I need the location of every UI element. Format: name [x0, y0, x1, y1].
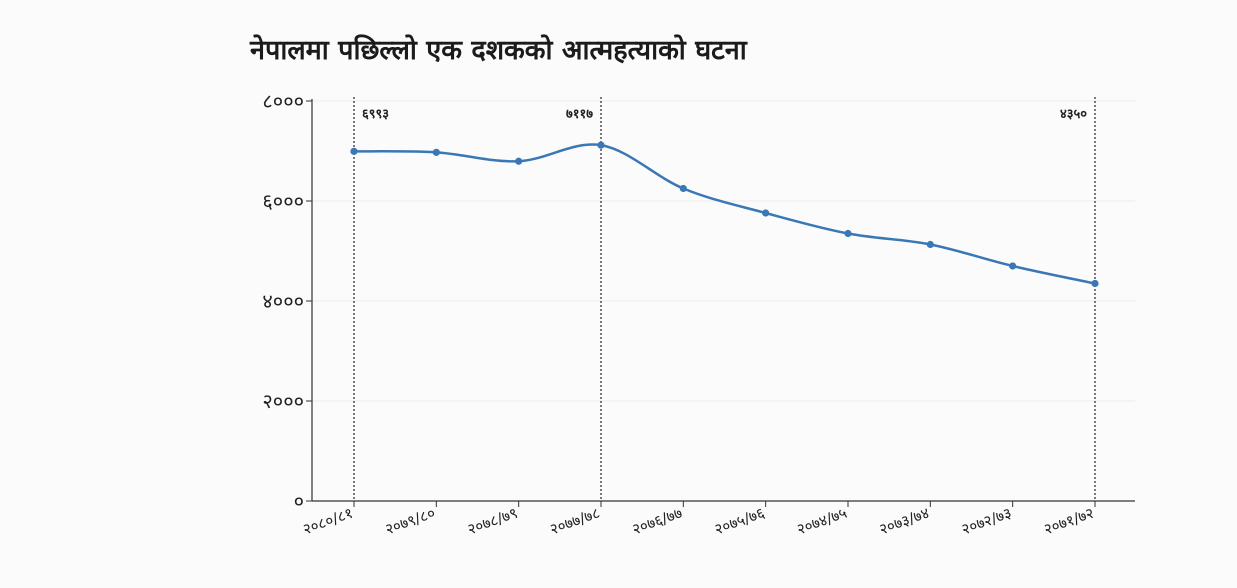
- annotation-label: ४३५०: [1060, 107, 1087, 122]
- data-point: [926, 240, 934, 249]
- y-tick-label: ४०००: [262, 289, 304, 313]
- y-tick-label: २०००: [262, 389, 304, 413]
- data-point: [1091, 279, 1099, 288]
- x-tick-label: २०७१/७२: [1041, 504, 1096, 539]
- y-tick-label: ६०००: [262, 189, 304, 213]
- data-point: [844, 229, 852, 238]
- data-point: [515, 157, 523, 165]
- x-tick-label: २०७४/७५: [794, 504, 849, 539]
- annotation-label: ६९९३: [362, 107, 389, 122]
- series-line: [353, 143, 1096, 285]
- y-tick-label: ०: [294, 489, 304, 513]
- x-tick-label: २०७८/७९: [465, 504, 520, 539]
- data-point: [432, 148, 440, 156]
- data-point: [350, 147, 358, 155]
- x-tick-label: २०७५/७६: [712, 504, 767, 539]
- x-tick-label: २०७७/७८: [547, 504, 602, 539]
- x-tick-label: २०७९/८०: [383, 504, 438, 539]
- x-tick-label: २०८०/८१: [300, 504, 355, 539]
- x-tick-label: २०७२/७३: [959, 504, 1014, 539]
- y-tick-label: ८०००: [262, 89, 304, 113]
- annotation-label: ७११७: [566, 107, 593, 122]
- x-tick-label: २०७६/७७: [630, 504, 685, 539]
- data-point: [679, 184, 687, 193]
- chart-title: नेपालमा पछिल्लो एक दशकको आत्महत्याको घटन…: [250, 35, 747, 66]
- data-point: [1009, 262, 1017, 270]
- x-tick-label: २०७३/७४: [877, 504, 932, 539]
- data-point: [762, 209, 770, 217]
- data-point: [597, 141, 605, 149]
